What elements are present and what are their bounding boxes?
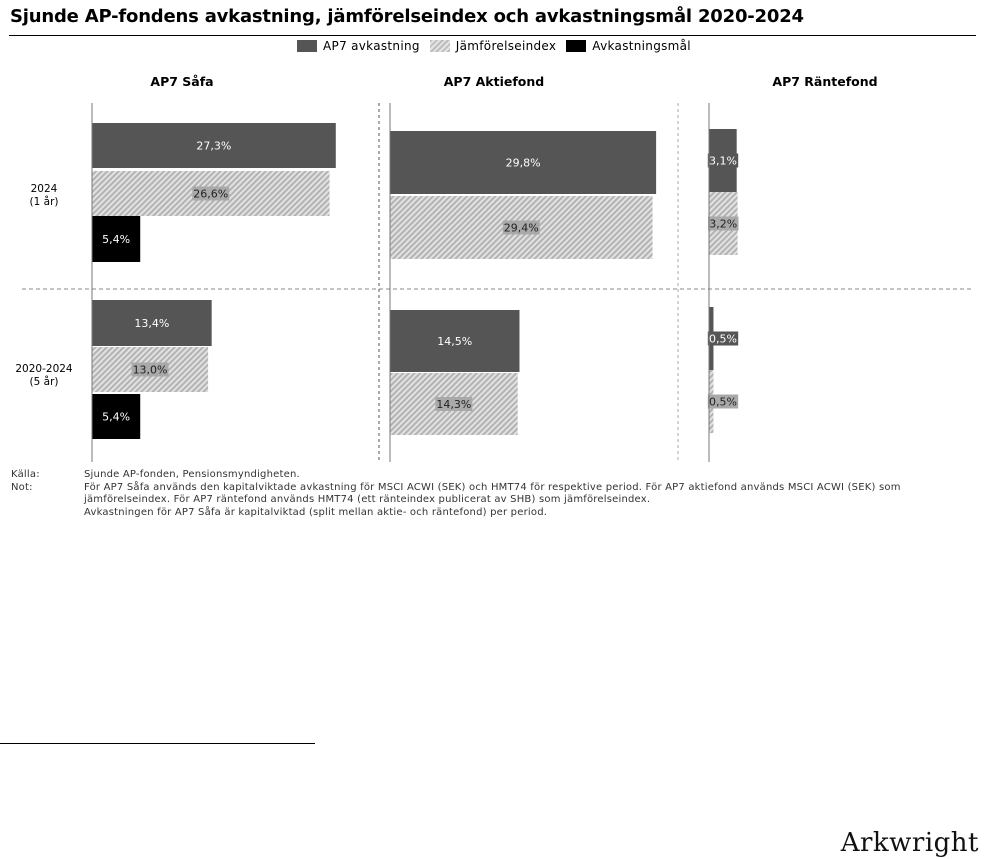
data-label-background (435, 397, 473, 411)
data-label-ap7-avkastning: 13,4% (134, 317, 169, 330)
source-text: Sjunde AP-fonden, Pensionsmyndigheten. (84, 469, 300, 480)
panel-title-ap7-safa: AP7 Såfa (150, 74, 213, 89)
data-label-background (131, 362, 169, 377)
panel-title-ap7-aktiefond: AP7 Aktiefond (444, 74, 544, 89)
note-text: För AP7 Såfa används den kapitalviktade … (84, 482, 981, 520)
data-label-background (707, 153, 739, 168)
bar-ap7-avkastning (390, 310, 520, 372)
legend-item-ap7-avkastning: AP7 avkastning (297, 39, 420, 53)
note-row: Not: För AP7 Såfa används den kapitalvik… (11, 482, 981, 520)
legend-label-ap7-avkastning: AP7 avkastning (323, 39, 420, 53)
bar-ap7-avkastning (92, 300, 212, 346)
bar-avkastningsmal (92, 216, 141, 262)
data-label-ap7-avkastning: 14,5% (437, 335, 472, 348)
data-label-jamforelseindex: 3,2% (709, 218, 737, 231)
title-divider (9, 35, 976, 36)
data-label-background (502, 220, 540, 235)
data-label-jamforelseindex: 29,4% (504, 222, 539, 235)
note-line: Avkastningen för AP7 Såfa är kapitalvikt… (84, 506, 548, 518)
bar-avkastningsmal (92, 394, 141, 439)
data-label-background (192, 186, 230, 201)
data-label-jamforelseindex: 26,6% (193, 188, 228, 201)
legend: AP7 avkastning Jämförelseindex Avkastnin… (0, 39, 988, 53)
data-label-ap7-avkastning: 0,5% (709, 333, 737, 346)
legend-swatch-jamforelseindex (429, 40, 450, 52)
category-label: 2020-2024 (15, 363, 73, 375)
source-row: Källa: Sjunde AP-fonden, Pensionsmyndigh… (11, 469, 981, 482)
data-label-background (707, 331, 739, 346)
note-line: jämförelseindex. För AP7 räntefond använ… (84, 494, 651, 505)
legend-item-avkastningsmal: Avkastningsmål (566, 39, 691, 53)
note-key: Not: (11, 481, 33, 493)
category-label: 2024 (31, 183, 58, 195)
data-label-avkastningsmal: 5,4% (102, 411, 130, 424)
data-label-jamforelseindex: 14,3% (436, 398, 471, 411)
chart-title: Sjunde AP-fondens avkastning, jämförelse… (10, 6, 804, 27)
legend-swatch-avkastningsmal (566, 40, 587, 52)
note-line: För AP7 Såfa används den kapitalviktade … (84, 481, 901, 493)
legend-item-jamforelseindex: Jämförelseindex (429, 39, 557, 53)
data-label-ap7-avkastning: 3,1% (709, 155, 737, 168)
legend-swatch-ap7-avkastning (297, 40, 318, 52)
category-label: (5 år) (30, 375, 59, 388)
data-label-jamforelseindex: 0,5% (709, 396, 737, 409)
data-label-avkastningsmal: 5,4% (102, 233, 130, 246)
data-label-ap7-avkastning: 29,8% (506, 157, 541, 170)
legend-label-avkastningsmal: Avkastningsmål (592, 39, 691, 53)
data-label-background (707, 394, 739, 409)
legend-label-jamforelseindex: Jämförelseindex (455, 39, 557, 53)
brand-logo: Arkwright (840, 828, 979, 858)
footer-divider (0, 743, 315, 744)
bar-ap7-avkastning (92, 123, 336, 168)
bar-ap7-avkastning (390, 131, 657, 194)
category-label: (1 år) (30, 195, 59, 208)
data-label-ap7-avkastning: 27,3% (196, 140, 231, 153)
chart-notes: Källa: Sjunde AP-fonden, Pensionsmyndigh… (11, 469, 981, 519)
bar-chart: AP7 Såfa AP7 Aktiefond AP7 Räntefond 2024(1… (15, 74, 972, 462)
source-key: Källa: (11, 469, 40, 480)
panel-title-ap7-rantefond: AP7 Räntefond (772, 74, 877, 89)
data-label-jamforelseindex: 13,0% (133, 364, 168, 377)
data-label-background (708, 216, 739, 231)
